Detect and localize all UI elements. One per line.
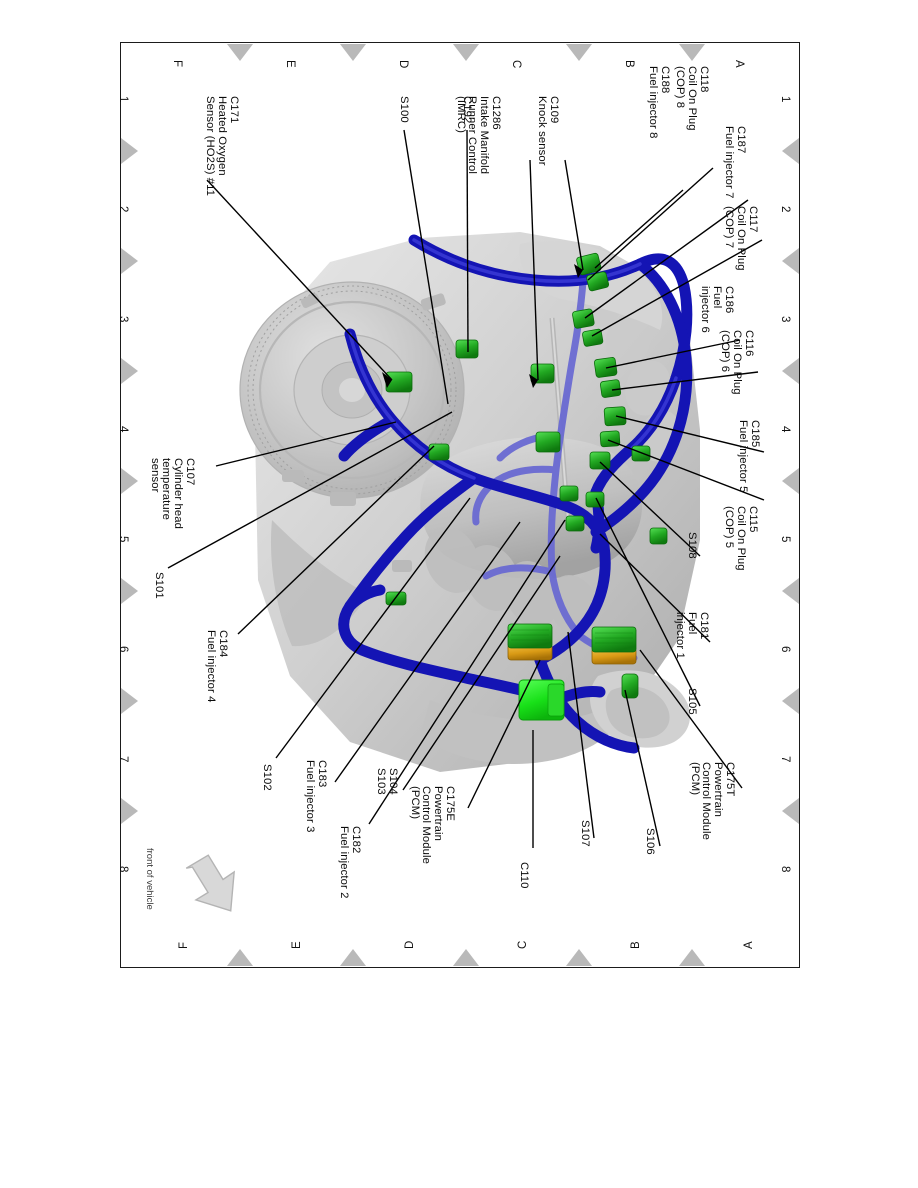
grid-letter-top-a: A: [733, 60, 745, 68]
grid-letter-top-c: C: [510, 60, 522, 69]
grid-number-left-4: 4: [117, 426, 129, 433]
grid-marker-right-5: [782, 578, 799, 604]
front-of-vehicle-arrow-icon: [185, 854, 235, 912]
callout-c117: C117 Coil On Plug (COP) 7: [723, 206, 759, 271]
grid-number-left-6: 6: [117, 646, 129, 653]
grid-marker-right-6: [782, 688, 799, 714]
callout-s100: S100: [398, 96, 410, 123]
grid-number-left-3: 3: [117, 316, 129, 323]
callout-s101: S101: [153, 572, 165, 599]
callout-c183: C183 Fuel injector 3: [304, 760, 328, 833]
callout-s107: S107: [579, 820, 591, 847]
callout-s108: S108: [686, 532, 698, 559]
grid-number-right-3: 3: [779, 316, 791, 323]
callout-c186: C186 Fuel injector 6: [699, 286, 735, 333]
grid-number-right-1: 1: [779, 96, 791, 103]
grid-marker-bottom-5: [679, 949, 705, 966]
grid-marker-right-3: [782, 358, 799, 384]
callout-s102: S102: [261, 764, 273, 791]
grid-marker-top-1: [227, 44, 253, 61]
grid-marker-left-3: [121, 358, 138, 384]
grid-number-right-2: 2: [779, 206, 791, 213]
grid-marker-bottom-1: [227, 949, 253, 966]
grid-number-left-8: 8: [117, 866, 129, 873]
grid-marker-right-4: [782, 468, 799, 494]
callout-c187: C187 Fuel injector 7: [723, 126, 747, 199]
callout-c109: C109 Knock sensor: [536, 96, 560, 166]
grid-number-right-5: 5: [779, 536, 791, 543]
grid-letter-bottom-a: A: [743, 941, 755, 949]
callout-c171: C171 Heated Oxygen Sensor (HO2S) #11: [204, 96, 240, 197]
grid-number-left-1: 1: [117, 96, 129, 103]
grid-letter-bottom-c: C: [517, 940, 529, 949]
grid-marker-right-1: [782, 138, 799, 164]
callout-c1286: C1286 Intake Manifold Runner Control (IM…: [454, 96, 502, 175]
grid-marker-top-3: [453, 44, 479, 61]
front-of-vehicle-label: front of vehicle: [144, 848, 155, 910]
callout-c184: C184 Fuel injector 4: [205, 630, 229, 703]
grid-number-right-4: 4: [779, 426, 791, 433]
callout-c115: C115 Coil On Plug (COP) 5: [723, 506, 759, 571]
grid-letter-bottom-d: D: [404, 940, 416, 949]
grid-number-right-6: 6: [779, 646, 791, 653]
grid-marker-left-5: [121, 578, 138, 604]
callout-c110: C110: [518, 862, 530, 889]
callout-c116: C116 Coil On Plug (COP) 6: [719, 330, 755, 395]
grid-marker-top-2: [340, 44, 366, 61]
grid-letter-top-b: B: [623, 60, 635, 68]
grid-number-right-7: 7: [779, 756, 791, 763]
grid-number-left-7: 7: [117, 756, 129, 763]
grid-marker-left-4: [121, 468, 138, 494]
grid-letter-bottom-e: E: [291, 941, 303, 949]
callout-c118: C118 Coil On Plug (COP) 8: [674, 66, 710, 131]
grid-marker-top-5: [679, 44, 705, 61]
grid-letter-top-d: D: [397, 60, 409, 69]
grid-marker-left-7: [121, 798, 138, 824]
grid-number-left-2: 2: [117, 206, 129, 213]
grid-marker-left-6: [121, 688, 138, 714]
grid-number-right-8: 8: [779, 866, 791, 873]
callout-c175e: C175E Powertrain Control Module (PCM): [408, 786, 456, 865]
grid-marker-top-4: [566, 44, 592, 61]
callout-s104-s103: S104 S103: [375, 768, 399, 795]
callout-s105: S105: [686, 688, 698, 715]
grid-marker-bottom-3: [453, 949, 479, 966]
grid-marker-left-1: [121, 138, 138, 164]
callout-s106: S106: [644, 828, 656, 855]
callout-c188: C188 Fuel injector 8: [647, 66, 671, 139]
callout-c181: C181 Fuel injector 1: [674, 612, 710, 659]
grid-marker-left-2: [121, 248, 138, 274]
callout-c107: C107 Cylinder head temperature sensor: [148, 458, 196, 530]
grid-letter-top-f: F: [171, 60, 183, 68]
grid-number-left-5: 5: [117, 536, 129, 543]
grid-letter-top-e: E: [284, 60, 296, 68]
grid-letter-bottom-b: B: [630, 941, 642, 949]
callout-c175t: C175T Powertrain Control Module (PCM): [688, 762, 736, 841]
grid-marker-bottom-4: [566, 949, 592, 966]
grid-letter-bottom-f: F: [178, 941, 190, 949]
grid-marker-right-7: [782, 798, 799, 824]
grid-marker-bottom-2: [340, 949, 366, 966]
callout-c182: C182 Fuel injector 2: [338, 826, 362, 899]
grid-marker-right-2: [782, 248, 799, 274]
callout-c185: C185 Fuel injector 5: [737, 420, 761, 493]
